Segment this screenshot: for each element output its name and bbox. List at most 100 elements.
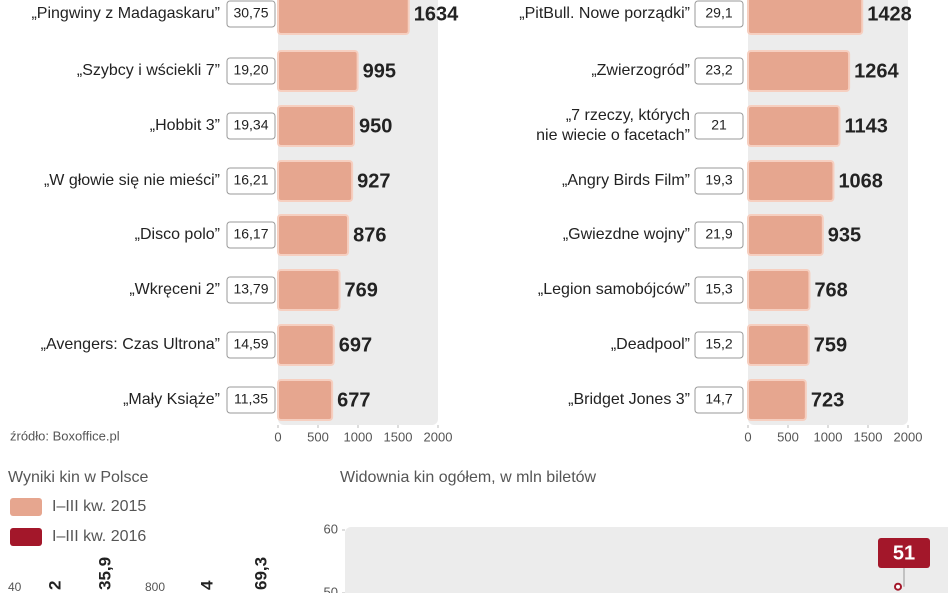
source: źródło: Boxoffice.pl (10, 428, 120, 443)
value-box (694, 221, 744, 249)
legend-swatch (10, 498, 42, 516)
category-label: „Pingwiny z Madagaskaru” (31, 5, 220, 22)
category-label: „Angry Birds Film” (562, 172, 690, 189)
value-label: 723 (811, 389, 844, 411)
category-label: „Bridget Jones 3” (568, 391, 690, 408)
value-label: 697 (339, 334, 372, 356)
value-label: 876 (353, 224, 386, 246)
box-label: 16,17 (233, 226, 268, 242)
box-label: 14,59 (233, 336, 268, 352)
x-tick-label: 1000 (344, 429, 373, 444)
value-box (226, 167, 276, 195)
box-label: 19,20 (233, 62, 268, 78)
value-label: 1634 (414, 3, 459, 25)
value-label: 950 (359, 115, 392, 137)
category-label: „Zwierzogród” (591, 62, 690, 79)
bar (747, 0, 864, 35)
legend-label: I–III kw. 2015 (52, 498, 146, 515)
box-label: 19,3 (705, 172, 732, 188)
value-box (694, 386, 744, 414)
box-label: 15,2 (705, 336, 732, 352)
x-tick-label: 500 (777, 429, 799, 444)
category-label: „Gwiezdne wojny” (563, 226, 690, 243)
box-label: 21 (711, 117, 727, 133)
bar (747, 214, 824, 256)
box-label: 19,34 (233, 117, 268, 133)
value-label: 69,3 (251, 557, 270, 590)
y-tick-label: 60 (324, 521, 338, 536)
bar (747, 160, 835, 202)
x-tick-label: 1500 (854, 429, 883, 444)
value-label: 935 (828, 224, 861, 246)
value-label: 995 (363, 60, 396, 82)
box-label: 30,75 (233, 5, 268, 21)
plot-background (345, 527, 948, 593)
value-box (694, 0, 744, 28)
value-label: 927 (357, 170, 390, 192)
bar (277, 269, 341, 311)
category-label: „Deadpool” (611, 336, 690, 353)
x-tick-label: 500 (307, 429, 329, 444)
category-label: „Mały Książe” (123, 391, 220, 408)
value-label: 768 (814, 279, 847, 301)
box-label: 11,35 (234, 391, 268, 407)
value-label: 35,9 (95, 557, 114, 590)
x-tick-label: 2000 (894, 429, 923, 444)
bar (277, 324, 335, 366)
box-label: 21,9 (705, 226, 732, 242)
value-label: 677 (337, 389, 370, 411)
value-box (226, 331, 276, 359)
bar (747, 269, 811, 311)
box-label: 23,2 (705, 62, 732, 78)
y-tick-label: 800 (145, 580, 165, 593)
category-label: „Disco polo” (135, 226, 220, 243)
value-label: 1143 (844, 115, 887, 137)
bar (747, 324, 810, 366)
legend-title: Wyniki kin w Polsce (8, 469, 148, 486)
value-box (694, 167, 744, 195)
category-label: „Szybcy i wściekli 7” (77, 62, 220, 79)
x-tick-label: 1000 (814, 429, 843, 444)
category-label: „Avengers: Czas Ultrona” (41, 336, 220, 353)
bar (747, 379, 807, 421)
value-label: 1264 (854, 60, 899, 82)
x-tick-label: 1500 (384, 429, 413, 444)
box-label: 16,21 (233, 172, 268, 188)
category-label: „Wkręceni 2” (129, 281, 220, 298)
value-label: 51 (893, 542, 915, 564)
x-tick-label: 0 (744, 429, 751, 444)
value-box (694, 112, 744, 140)
bar (277, 50, 359, 92)
bar (277, 0, 410, 35)
legend-swatch (10, 528, 42, 546)
bar (277, 105, 355, 147)
value-box (694, 276, 744, 304)
y-tick-label: 50 (324, 584, 338, 593)
value-label: 1068 (838, 170, 883, 192)
chart-title: Widownia kin ogółem, w mln biletów (340, 469, 597, 486)
bar (277, 379, 334, 421)
value-box (226, 0, 276, 28)
value-box (226, 276, 276, 304)
value-label: 1428 (867, 3, 912, 25)
value-box (226, 57, 276, 85)
point (894, 582, 902, 591)
bar (277, 214, 350, 256)
bar (277, 160, 354, 202)
category-label: „Hobbit 3” (150, 117, 220, 134)
value-box (226, 386, 276, 414)
box-label: 14,7 (705, 391, 732, 407)
label-box (878, 538, 930, 568)
category-label: „W głowie się nie mieści” (44, 172, 220, 189)
x-tick-label: 2000 (424, 429, 453, 444)
value-box (226, 221, 276, 249)
box-label: 15,3 (705, 281, 732, 297)
box-label: 13,79 (233, 281, 268, 297)
value-box (694, 331, 744, 359)
y-tick-label: 40 (8, 580, 22, 593)
value-label: 2 (45, 581, 64, 590)
legend-label: I–III kw. 2016 (52, 528, 146, 545)
value-box (226, 112, 276, 140)
value-box (694, 57, 744, 85)
